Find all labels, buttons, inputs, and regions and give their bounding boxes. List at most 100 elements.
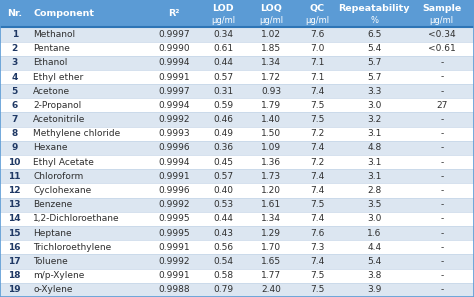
Text: 0.9990: 0.9990 — [158, 44, 190, 53]
Text: 18: 18 — [9, 271, 21, 280]
Text: 1.61: 1.61 — [261, 200, 281, 209]
Text: 7.4: 7.4 — [310, 143, 324, 152]
Text: 1.40: 1.40 — [261, 115, 281, 124]
Text: 3: 3 — [11, 58, 18, 67]
Text: Cyclohexane: Cyclohexane — [33, 186, 91, 195]
Text: 0.9992: 0.9992 — [158, 200, 190, 209]
Bar — [0, 240, 474, 255]
Text: 7.6: 7.6 — [310, 30, 324, 39]
Text: 3.0: 3.0 — [367, 101, 382, 110]
Text: 9: 9 — [11, 143, 18, 152]
Text: o-Xylene: o-Xylene — [33, 285, 73, 294]
Text: Component: Component — [33, 9, 94, 18]
Text: 7.4: 7.4 — [310, 257, 324, 266]
Text: 3.2: 3.2 — [367, 115, 382, 124]
Bar — [0, 169, 474, 184]
Text: 5.7: 5.7 — [367, 72, 382, 81]
Bar — [0, 226, 474, 240]
Text: 3.0: 3.0 — [367, 214, 382, 223]
Text: 6.5: 6.5 — [367, 30, 382, 39]
Text: 7.6: 7.6 — [310, 229, 324, 238]
Text: 5: 5 — [11, 87, 18, 96]
Bar — [0, 70, 474, 84]
Text: 0.53: 0.53 — [213, 200, 233, 209]
Text: 16: 16 — [9, 243, 21, 252]
Bar — [0, 268, 474, 283]
Bar — [0, 184, 474, 198]
Text: 0.9991: 0.9991 — [158, 271, 190, 280]
Text: µg/ml: µg/ml — [211, 16, 235, 25]
Text: 1.09: 1.09 — [261, 143, 281, 152]
Text: 1.77: 1.77 — [261, 271, 281, 280]
Text: 4.4: 4.4 — [367, 243, 382, 252]
Text: 0.61: 0.61 — [213, 44, 233, 53]
Text: 4.8: 4.8 — [367, 143, 382, 152]
Text: 19: 19 — [9, 285, 21, 294]
Text: 0.59: 0.59 — [213, 101, 233, 110]
Text: 12: 12 — [9, 186, 21, 195]
Text: 0.54: 0.54 — [213, 257, 233, 266]
Text: -: - — [440, 87, 444, 96]
Text: 7.4: 7.4 — [310, 214, 324, 223]
Text: 7.4: 7.4 — [310, 186, 324, 195]
Text: 0.9996: 0.9996 — [158, 143, 190, 152]
Text: 0.57: 0.57 — [213, 172, 233, 181]
Text: 0.31: 0.31 — [213, 87, 233, 96]
Text: 2.40: 2.40 — [261, 285, 281, 294]
Text: 7.4: 7.4 — [310, 87, 324, 96]
Text: 1.65: 1.65 — [261, 257, 281, 266]
Text: 2-Propanol: 2-Propanol — [33, 101, 82, 110]
Text: 7.5: 7.5 — [310, 101, 324, 110]
Text: 0.44: 0.44 — [213, 58, 233, 67]
Text: 1: 1 — [11, 30, 18, 39]
Text: 0.44: 0.44 — [213, 214, 233, 223]
Bar — [0, 0, 474, 27]
Text: 0.9992: 0.9992 — [158, 257, 190, 266]
Text: 0.9997: 0.9997 — [158, 30, 190, 39]
Text: 0.46: 0.46 — [213, 115, 233, 124]
Text: 0.9993: 0.9993 — [158, 129, 190, 138]
Text: 11: 11 — [9, 172, 21, 181]
Text: 7.2: 7.2 — [310, 129, 324, 138]
Text: 1.34: 1.34 — [261, 214, 281, 223]
Text: -: - — [440, 243, 444, 252]
Text: 0.9995: 0.9995 — [158, 214, 190, 223]
Text: 3.3: 3.3 — [367, 87, 382, 96]
Text: 0.9991: 0.9991 — [158, 172, 190, 181]
Text: Benzene: Benzene — [33, 200, 73, 209]
Text: µg/ml: µg/ml — [430, 16, 454, 25]
Text: -: - — [440, 129, 444, 138]
Text: 1.29: 1.29 — [261, 229, 281, 238]
Text: 5.7: 5.7 — [367, 58, 382, 67]
Text: 1.34: 1.34 — [261, 58, 281, 67]
Text: 7.0: 7.0 — [310, 44, 324, 53]
Text: 0.9991: 0.9991 — [158, 72, 190, 81]
Text: Trichloroethylene: Trichloroethylene — [33, 243, 111, 252]
Text: 7.2: 7.2 — [310, 158, 324, 167]
Text: 7.1: 7.1 — [310, 58, 324, 67]
Bar — [0, 255, 474, 268]
Bar — [0, 198, 474, 212]
Bar — [0, 27, 474, 42]
Text: Acetone: Acetone — [33, 87, 70, 96]
Text: 0.9991: 0.9991 — [158, 243, 190, 252]
Text: 14: 14 — [9, 214, 21, 223]
Text: 7.5: 7.5 — [310, 285, 324, 294]
Text: 0.36: 0.36 — [213, 143, 233, 152]
Bar — [0, 212, 474, 226]
Text: Chloroform: Chloroform — [33, 172, 83, 181]
Text: 3.1: 3.1 — [367, 129, 382, 138]
Text: 5.4: 5.4 — [367, 44, 382, 53]
Text: LOQ: LOQ — [260, 4, 282, 13]
Text: QC: QC — [310, 4, 325, 13]
Text: 0.49: 0.49 — [213, 129, 233, 138]
Text: 0.34: 0.34 — [213, 30, 233, 39]
Text: Methanol: Methanol — [33, 30, 75, 39]
Text: Toluene: Toluene — [33, 257, 68, 266]
Text: -: - — [440, 72, 444, 81]
Text: -: - — [440, 143, 444, 152]
Text: -: - — [440, 285, 444, 294]
Text: 1.85: 1.85 — [261, 44, 281, 53]
Text: LOD: LOD — [212, 4, 234, 13]
Text: 7.5: 7.5 — [310, 115, 324, 124]
